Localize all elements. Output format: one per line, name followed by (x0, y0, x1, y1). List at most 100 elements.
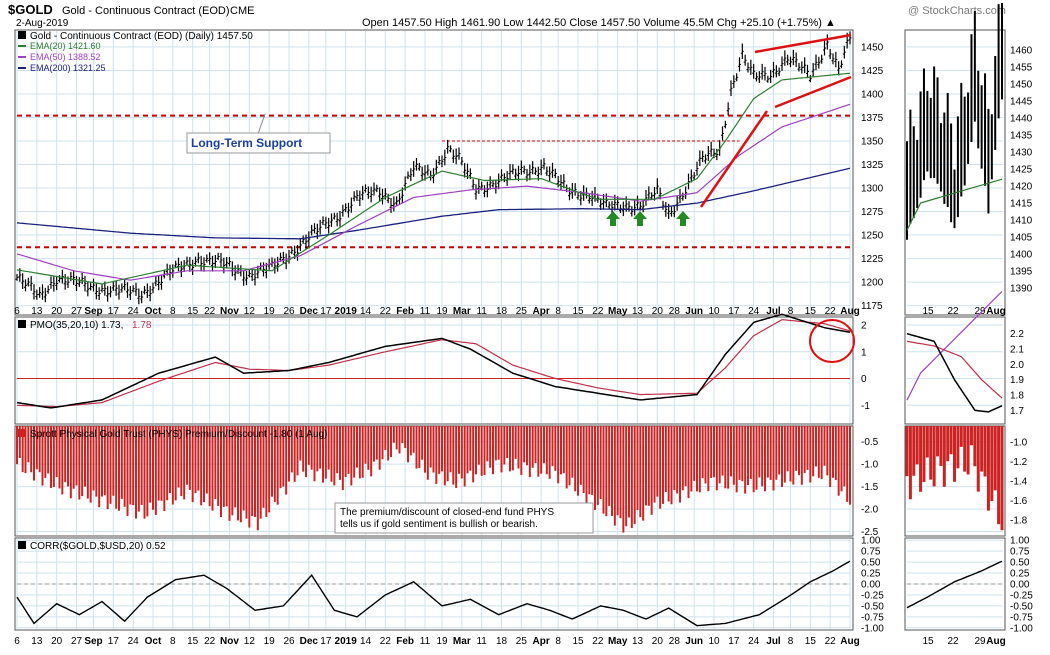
price-bar (262, 262, 265, 277)
pmo-y-tick-label: 1 (861, 347, 867, 358)
pmo-signal-line (16, 319, 851, 408)
legend-price: Gold - Continuous Contract (EOD) (Daily)… (30, 31, 253, 42)
price-bar (772, 61, 775, 78)
price-bar (392, 196, 396, 212)
price-bar (587, 193, 591, 204)
phys-bar (537, 426, 540, 477)
price-bar (247, 269, 251, 278)
price-bar (477, 179, 481, 194)
price-bar (211, 255, 214, 272)
price-bar (840, 60, 843, 69)
price-bar (32, 284, 36, 300)
pmo-series (16, 313, 1003, 413)
phys-bar (47, 426, 50, 474)
price-x-tick-label: 15 (572, 306, 584, 317)
price-bar (52, 275, 56, 292)
zoom-phys-bar (953, 426, 956, 482)
price-bar (650, 192, 654, 200)
price-bar (562, 174, 566, 189)
phys-bar (166, 426, 169, 501)
corr-x-tick-label: 22 (204, 636, 216, 647)
phys-bar (443, 426, 446, 486)
price-bar (273, 258, 277, 274)
price-bar (729, 80, 733, 97)
phys-bar (341, 426, 344, 491)
phys-note-line-1: The premium/discount of closed-end fund … (340, 507, 554, 518)
pmo-highlight-circle (809, 319, 855, 363)
phys-bar (761, 426, 764, 487)
price-y-tick-label: 1400 (861, 89, 884, 100)
phys-bar (613, 426, 616, 526)
phys-bar (511, 426, 514, 471)
price-bar (517, 165, 520, 182)
phys-bar (319, 426, 322, 469)
phys-bar (667, 426, 670, 502)
price-bar (194, 256, 197, 267)
zoom-phys-bar (963, 426, 967, 472)
price-bar (415, 157, 418, 171)
price-bar (534, 167, 537, 175)
price-bar (791, 49, 795, 66)
phys-bar (183, 426, 186, 500)
price-x-tick-label: 8 (555, 306, 561, 317)
phys-bar (628, 426, 630, 518)
phys-bar (554, 426, 557, 471)
phys-bar (611, 426, 613, 516)
phys-bar (849, 426, 851, 505)
price-bar (842, 45, 846, 59)
phys-bar (203, 426, 205, 503)
zoom-phys-bar (946, 426, 950, 462)
pmo-zoom-y-tick-label: 1.7 (1010, 406, 1024, 417)
price-bar (100, 284, 104, 293)
phys-y-tick-label: -1.0 (861, 460, 879, 471)
price-bar (689, 169, 693, 183)
price-x-tick-label: 11 (420, 306, 431, 317)
zoom-phys-bar (986, 426, 990, 511)
phys-legend: Sprott Physical Gold Trust (PHYS) Premiu… (18, 429, 327, 440)
corr-x-tick-label: 26 (283, 636, 295, 647)
phys-bar (730, 426, 732, 477)
phys-bar (500, 426, 503, 473)
price-bar (321, 216, 325, 226)
phys-bar (106, 426, 109, 510)
price-x-tick-label: 22 (825, 306, 837, 317)
phys-bar (834, 426, 837, 481)
price-y-tick-label: 1300 (861, 184, 884, 195)
price-bar (701, 150, 705, 163)
zoom-phys-bar (949, 426, 953, 455)
zoom-phys-bar (983, 426, 987, 477)
phys-bar (307, 426, 310, 465)
price-bar (508, 164, 512, 180)
phys-bar (271, 426, 273, 497)
phys-bar (560, 426, 562, 475)
zoom-pmo-signal-line (906, 340, 1003, 399)
price-x-tick-label: 19 (436, 306, 448, 317)
phys-bar (426, 426, 429, 480)
price-zoom-y-tick-label: 1450 (1010, 80, 1033, 91)
phys-bar (378, 426, 381, 470)
phys-bar (353, 426, 356, 478)
phys-bar (418, 426, 421, 469)
price-bar (330, 213, 333, 227)
rising-trend-line (699, 110, 769, 208)
corr-x-tick-label: 8 (170, 636, 176, 647)
zoom-phys-bar (932, 426, 936, 487)
phys-bar (826, 426, 829, 476)
price-bar (412, 161, 416, 177)
phys-bar (766, 426, 769, 478)
phys-bar (157, 426, 160, 501)
phys-bar (149, 426, 152, 503)
price-bar (721, 126, 724, 141)
corr-x-tick-label: 15 (572, 636, 584, 647)
price-y-tick-label: 1200 (861, 278, 884, 289)
phys-bar (698, 426, 701, 493)
price-bar (488, 176, 492, 190)
price-bar (803, 57, 807, 74)
corr-x-tick-label: 13 (31, 636, 43, 647)
phys-bar (710, 426, 713, 478)
up-arrow-icon (606, 211, 620, 226)
price-bar (75, 275, 78, 292)
zoom-phys-bar (966, 426, 970, 475)
zoom-phys-bar (922, 426, 926, 482)
price-x-tick-label: Dec (300, 306, 319, 317)
